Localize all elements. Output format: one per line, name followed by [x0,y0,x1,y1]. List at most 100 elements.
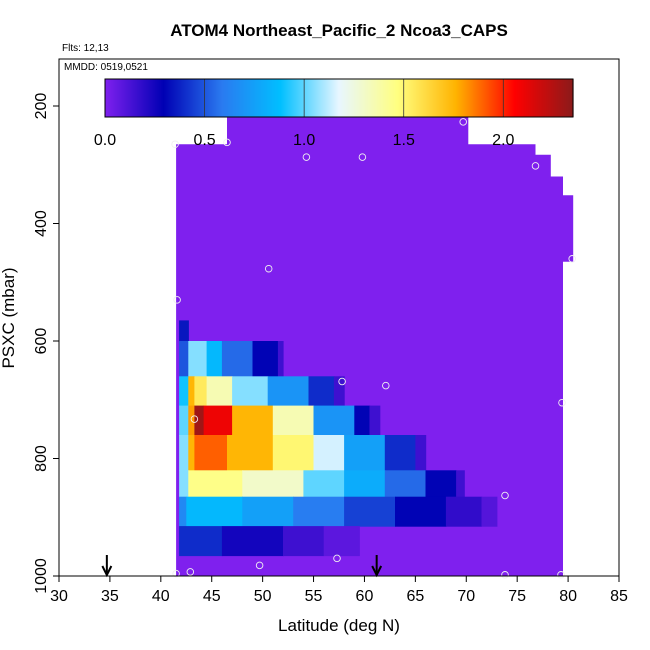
heatmap-cell [344,470,386,498]
colorbar-swatch [367,79,369,117]
colorbar-swatch [144,79,146,117]
colorbar-swatch [553,79,555,117]
colorbar-swatch [361,79,363,117]
colorbar-swatch [128,79,130,117]
colorbar-swatch [449,79,451,117]
colorbar-swatch [498,79,500,117]
colorbar-swatch [196,79,198,117]
colorbar-swatch [279,79,281,117]
colorbar-swatch [157,79,159,117]
colorbar-swatch [390,79,392,117]
colorbar-swatch [325,79,327,117]
heatmap-cell [186,496,243,527]
colorbar-swatch [151,79,153,117]
colorbar-swatch [233,79,235,117]
x-tick-label: 35 [101,588,119,605]
heatmap-cell [252,341,279,377]
colorbar-swatch [285,79,287,117]
sample-point-marker [255,561,264,570]
heatmap-cell [277,341,284,377]
colorbar-swatch [311,79,313,117]
colorbar-swatch [442,79,444,117]
colorbar-swatch [248,79,250,117]
colorbar-swatch [250,79,252,117]
colorbar-swatch [341,79,343,117]
colorbar-swatch [499,79,501,117]
colorbar-swatch [242,79,244,117]
colorbar-swatch [123,79,125,117]
x-tick-label: 30 [50,588,68,605]
colorbar-swatch [530,79,532,117]
colorbar-swatch [271,79,273,117]
colorbar-swatch [436,79,438,117]
colorbar-swatch [412,79,414,117]
colorbar-swatch [319,79,321,117]
colorbar-swatch [531,79,533,117]
x-tick-label: 55 [305,588,323,605]
colorbar-swatch [286,79,288,117]
colorbar-swatch [413,79,415,117]
colorbar-border [104,78,574,118]
colorbar-swatch [349,79,351,117]
colorbar-swatch [355,79,357,117]
colorbar-swatch [193,79,195,117]
colorbar-swatch [304,79,306,117]
colorbar-swatch [394,79,396,117]
colorbar-swatch [536,79,538,117]
colorbar-swatch [396,79,398,117]
colorbar-swatch [318,79,320,117]
colorbar-swatch [381,79,383,117]
colorbar-swatch [241,79,243,117]
colorbar-swatch [358,79,360,117]
heatmap-cell [242,496,294,527]
colorbar-swatch [370,79,372,117]
colorbar-swatch [302,79,304,117]
heatmap-cell [354,405,371,436]
colorbar-swatch [509,79,511,117]
colorbar-swatch [440,79,442,117]
colorbar-swatch [121,79,123,117]
colorbar-swatch [470,79,472,117]
colorbar-swatch [430,79,432,117]
colorbar-swatch [187,79,189,117]
colorbar-swatch [220,79,222,117]
colorbar-swatch [234,79,236,117]
colorbar-swatch [494,79,496,117]
colorbar-swatch [500,79,502,117]
colorbar-swatch [376,79,378,117]
x-tick-label: 50 [254,588,272,605]
colorbar-swatch [386,79,388,117]
colorbar-swatch [164,79,166,117]
colorbar-swatch [297,79,299,117]
y-tick-label: 200 [33,93,50,120]
colorbar-swatch [496,79,498,117]
colorbar-swatch [433,79,435,117]
colorbar-swatch [140,79,142,117]
colorbar-swatch [508,79,510,117]
colorbar-swatch [306,79,308,117]
colorbar-swatch [147,79,149,117]
colorbar-swatch [360,79,362,117]
colorbar-swatch [451,79,453,117]
colorbar-swatch [236,79,238,117]
colorbar-swatch [116,79,118,117]
colorbar-swatch [167,79,169,117]
colorbar-swatch [438,79,440,117]
colorbar-swatch [294,79,296,117]
colorbar-swatch [130,79,132,117]
colorbar-swatch [416,79,418,117]
colorbar-swatch [178,79,180,117]
colorbar-swatch [327,79,329,117]
colorbar-swatch [410,79,412,117]
sample-point-marker [557,571,565,579]
colorbar-swatch [159,79,161,117]
colorbar-swatch [385,79,387,117]
x-tick-label: 70 [457,588,475,605]
colorbar-swatch [480,79,482,117]
colorbar-swatch [417,79,419,117]
colorbar-swatch [280,79,282,117]
colorbar-swatch [244,79,246,117]
colorbar-swatch [495,79,497,117]
colorbar-swatch [247,79,249,117]
colorbar-swatch [407,79,409,117]
